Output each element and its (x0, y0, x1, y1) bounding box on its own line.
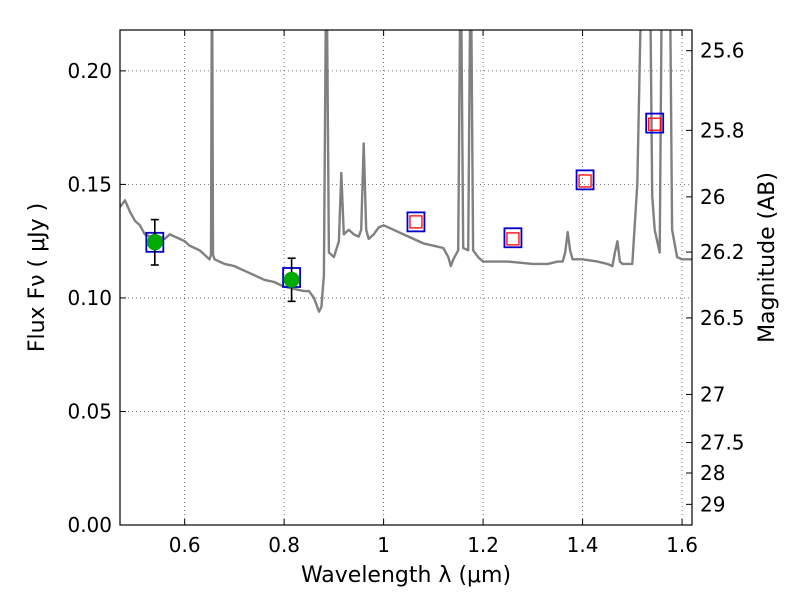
model-square-marker (406, 211, 426, 233)
model-square-marker (503, 227, 523, 249)
x-tick-label: 1.2 (467, 533, 499, 557)
x-tick-label: 1 (377, 533, 390, 557)
y-tick-label: 0.10 (67, 286, 112, 310)
observed-flux-point (283, 271, 300, 288)
x-tick-label: 1.4 (567, 533, 599, 557)
y2-tick-label: 26.2 (700, 240, 745, 264)
x-axis-label: Wavelength λ (μm) (301, 563, 511, 588)
x-tick-label: 1.6 (666, 533, 698, 557)
spectrum-series (120, 30, 692, 313)
y2-tick-label: 29 (700, 492, 725, 516)
y2-tick-label: 27.5 (700, 431, 745, 455)
y2-tick-label: 26 (700, 185, 725, 209)
y2-tick-label: 27 (700, 382, 725, 406)
filter-square-marker (409, 215, 423, 229)
y2-tick-label: 25.6 (700, 39, 745, 63)
filter-square-marker (578, 174, 592, 188)
y-tick-label: 0.05 (67, 399, 112, 423)
y2-axis-label: Magnitude (AB) (755, 172, 780, 343)
y-axis-label: Flux Fν ( μJy ) (25, 203, 50, 352)
y-tick-label: 0.00 (67, 513, 112, 537)
observed-flux-point (146, 234, 163, 251)
grid (120, 30, 692, 526)
spectrum-line (120, 30, 692, 313)
y2-tick-label: 26.5 (700, 306, 745, 330)
x-tick-label: 0.8 (268, 533, 300, 557)
filter-square-marker (506, 232, 520, 246)
plot-frame (119, 29, 693, 526)
model-square-marker (645, 112, 665, 134)
x-tick-label: 0.6 (169, 533, 201, 557)
y2-tick-label: 25.8 (700, 118, 745, 142)
y2-tick-label: 28 (700, 461, 725, 485)
y-tick-label: 0.20 (67, 59, 112, 83)
filter-square-marker (648, 117, 662, 131)
y-tick-label: 0.15 (67, 172, 112, 196)
photometry-series (145, 112, 665, 303)
axis-ticks: 0.6 0.8 1 1.2 1.4 1.6 0.00 0.05 0.10 0.15 0.20 25.6… (67, 30, 745, 557)
model-square-marker (575, 169, 595, 191)
